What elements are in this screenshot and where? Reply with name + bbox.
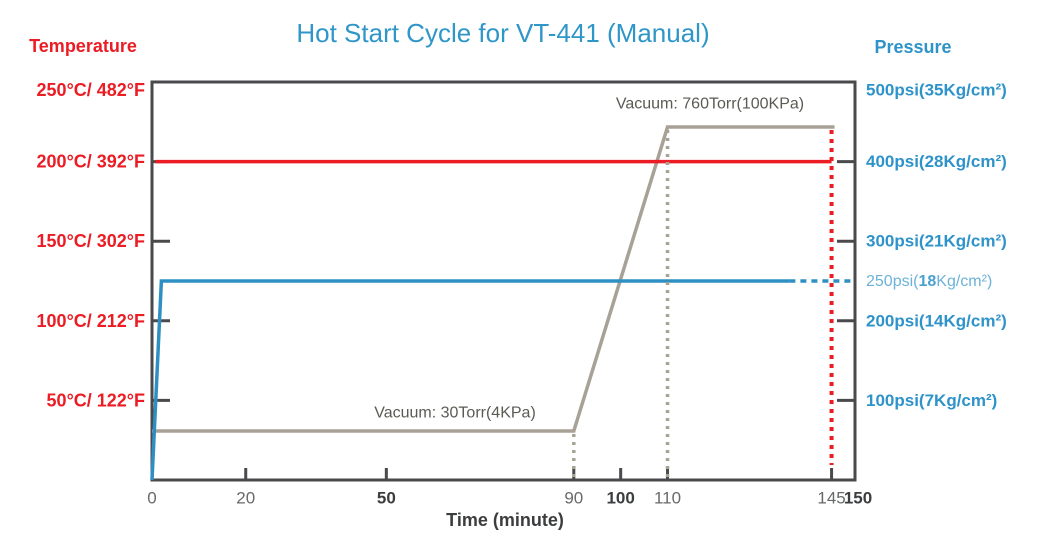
x-tick-label: 90 <box>564 489 583 508</box>
x-tick-label: 50 <box>377 489 396 508</box>
vacuum-high-annotation: Vacuum: 760Torr(100KPa) <box>616 96 804 113</box>
x-tick-label: 20 <box>236 489 255 508</box>
pressure-line <box>150 279 790 481</box>
right-axis-labels: 500psi(35Kg/cm²) 400psi(28Kg/cm²) 300psi(2… <box>866 81 1007 410</box>
left-axis-labels: 250°C/ 482°F 200°C/ 392°F 150°C/ 302°F 100°… <box>37 80 145 410</box>
pressure-axis-label-250psi: 250psi(18Kg/cm²) <box>866 273 992 290</box>
temperature-axis-label: 150°C/ 302°F <box>37 231 145 251</box>
x-tick-label: 0 <box>147 489 156 508</box>
data-series <box>150 125 853 481</box>
pressure-axis-label: 300psi(21Kg/cm²) <box>866 232 1007 251</box>
pressure-axis-label: 200psi(14Kg/cm²) <box>866 311 1007 330</box>
x-axis-title: Time (minute) <box>446 510 564 530</box>
plot-frame <box>150 80 857 482</box>
temperature-axis-label: 100°C/ 212°F <box>37 311 145 331</box>
pressure-axis-label: 400psi(28Kg/cm²) <box>866 152 1007 171</box>
x-tick-label: 150 <box>844 489 872 508</box>
vacuum-low-annotation: Vacuum: 30Torr(4KPa) <box>374 405 536 422</box>
temperature-axis-label: 200°C/ 392°F <box>37 152 145 172</box>
pressure-axis-label: 500psi(35Kg/cm²) <box>866 81 1007 100</box>
temperature-axis-label: 250°C/ 482°F <box>37 80 145 100</box>
pressure-axis-header: Pressure <box>874 37 951 57</box>
pressure-axis-label: 100psi(7Kg/cm²) <box>866 391 997 410</box>
vacuum-line <box>152 125 835 433</box>
x-tick-label: 100 <box>606 489 634 508</box>
chart-title: Hot Start Cycle for VT-441 (Manual) <box>296 18 709 48</box>
temperature-axis-header: Temperature <box>29 36 137 56</box>
reference-lines <box>572 130 834 477</box>
temperature-axis-label: 50°C/ 122°F <box>47 390 145 410</box>
x-tick-label: 110 <box>654 489 681 508</box>
x-tick-label: 145 <box>817 489 845 508</box>
